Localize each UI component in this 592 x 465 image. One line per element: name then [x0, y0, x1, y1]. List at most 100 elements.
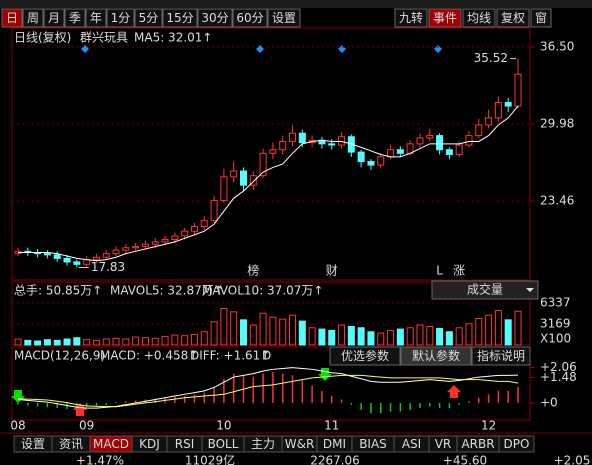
- candle-body: [171, 235, 179, 240]
- volume-bar: [377, 332, 385, 346]
- indicator-tab-label: MACD: [93, 437, 129, 451]
- volume-bar: [504, 319, 512, 346]
- price-frame: [11, 27, 531, 281]
- x-tick-label: 08: [10, 419, 25, 433]
- status-value: 2267.06: [310, 454, 360, 465]
- candle-body: [259, 152, 267, 177]
- tool-label: 九转: [399, 10, 423, 25]
- indicator-tab-label: W&R: [285, 437, 315, 451]
- volume-bar: [171, 334, 179, 346]
- period-button[interactable]: [43, 8, 65, 28]
- period-label: 30分: [201, 11, 228, 25]
- y-tick-label: +2.06: [540, 360, 577, 374]
- volume-bar: [436, 327, 444, 346]
- indicator-button-label: 默认参数: [412, 348, 460, 363]
- indicator-tab-label: VR: [435, 437, 452, 451]
- indicator-button[interactable]: [400, 346, 472, 366]
- volume-bar: [83, 339, 91, 346]
- indicator-tab-label: BOLL: [208, 437, 239, 451]
- candle-body: [504, 102, 512, 107]
- dropdown-arrow: [526, 288, 534, 292]
- volume-bar: [367, 331, 375, 346]
- tool-button[interactable]: [496, 8, 530, 28]
- candle-body: [210, 200, 218, 222]
- candle-body: [377, 156, 385, 166]
- indicator-button[interactable]: [329, 346, 401, 366]
- top-tabs-strip: [0, 0, 592, 8]
- tool-button[interactable]: [462, 8, 496, 28]
- volume-bar: [347, 325, 355, 346]
- indicator-tab-label: DPO: [504, 437, 530, 451]
- volume-bar: [161, 335, 169, 346]
- indicator-tab-label: BIAS: [359, 437, 387, 451]
- candle-body: [161, 238, 169, 243]
- volume-bar: [485, 314, 493, 346]
- candle-body: [289, 132, 297, 142]
- candle-body: [436, 135, 444, 151]
- event-marker[interactable]: 财: [326, 264, 338, 278]
- period-button[interactable]: [106, 8, 135, 28]
- tool-button[interactable]: [428, 8, 462, 28]
- tool-button[interactable]: [394, 8, 428, 28]
- status-value: +1.47%: [76, 454, 124, 465]
- volume-selector[interactable]: [431, 280, 539, 300]
- candle-body: [132, 246, 140, 249]
- volume-bar: [73, 337, 81, 346]
- y-tick-label: +1.48: [540, 370, 577, 384]
- event-marker[interactable]: 榜: [247, 263, 259, 278]
- volume-bar: [220, 308, 228, 346]
- indicator-tab-label: 主力: [251, 437, 275, 451]
- tool-label: 事件: [433, 11, 457, 25]
- event-marker[interactable]: 涨: [453, 263, 465, 278]
- period-button[interactable]: [232, 8, 268, 28]
- tool-button[interactable]: [530, 8, 552, 28]
- dea-line: [17, 374, 519, 408]
- candle-body: [43, 253, 51, 256]
- volume-bar: [200, 331, 208, 346]
- volume-bar: [112, 337, 120, 346]
- period-label: 60分: [236, 11, 263, 25]
- volume-bar: [279, 318, 287, 346]
- candle-body: [475, 124, 483, 137]
- y-tick-label: 23.46: [540, 193, 574, 207]
- period-button[interactable]: [22, 8, 44, 28]
- volume-bar: [122, 338, 130, 346]
- period-button[interactable]: [1, 8, 23, 28]
- volume-bar: [298, 320, 306, 346]
- indicator-tab-label: ARBR: [461, 437, 494, 451]
- event-marker[interactable]: L: [436, 264, 443, 278]
- period-button[interactable]: [85, 8, 107, 28]
- indicator-tab[interactable]: [498, 435, 535, 453]
- period-button[interactable]: [64, 8, 86, 28]
- volume-legend: MAVOL5: 32.87万↑: [110, 284, 224, 298]
- candle-body: [102, 253, 110, 258]
- indicator-tab-label: KDJ: [139, 437, 160, 451]
- period-button[interactable]: [134, 8, 163, 28]
- status-value: 11029亿: [185, 453, 235, 465]
- period-button[interactable]: [267, 8, 301, 28]
- candle-body: [220, 176, 228, 202]
- volume-bar: [445, 331, 453, 346]
- macd-legend: MACD: +0.458↑: [100, 349, 198, 363]
- candle-body: [494, 102, 502, 119]
- volume-legend: 总手: 50.85万↑: [14, 284, 102, 298]
- period-label: 周: [27, 11, 39, 25]
- period-button[interactable]: [162, 8, 198, 28]
- chart-period: 日线(复权): [14, 31, 71, 45]
- period-label: 15分: [166, 11, 193, 25]
- tool-label: 复权: [501, 11, 525, 25]
- candle-body: [396, 149, 404, 154]
- candle-body: [141, 243, 149, 248]
- period-button[interactable]: [197, 8, 233, 28]
- candle-body: [426, 135, 434, 139]
- indicator-button[interactable]: [471, 346, 531, 366]
- candle-body: [357, 151, 365, 163]
- candle-body: [514, 73, 522, 107]
- ma-label: MA5: 32.01↑: [134, 31, 212, 45]
- volume-bar: [357, 327, 365, 346]
- candle-body: [92, 256, 100, 261]
- volume-bar: [230, 311, 238, 346]
- volume-bar: [494, 310, 502, 346]
- volume-bar: [53, 339, 61, 346]
- annotation-label: 35.52: [474, 51, 508, 65]
